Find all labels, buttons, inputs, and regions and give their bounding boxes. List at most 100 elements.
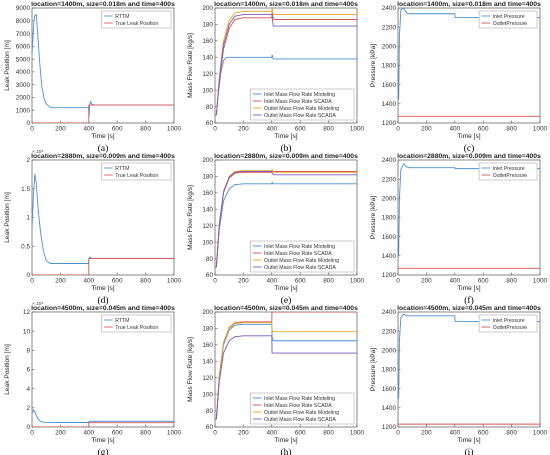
x-axis-label: Time [s] [457,437,480,444]
x-tick-label: 400 [266,430,277,437]
x-tick-label: 0 [396,278,400,285]
x-tick-label: 0 [213,278,217,285]
y-tick-label: 120 [202,375,213,382]
y-tick-label: 140 [202,54,213,61]
y-tick-label: 1400 [382,101,397,108]
y-tick-label: 180 [202,174,213,181]
y-tick-label: 140 [202,206,213,213]
legend-entry: Outlet Mass Flow Rate Modeling [264,106,339,112]
x-tick-label: 0 [30,278,34,285]
chart-panel: location=4500m, size=0.045m and time=400… [370,305,548,455]
y-tick-label: 1400 [382,405,397,412]
x-tick-label: 200 [55,126,66,133]
y-tick-label: 1800 [382,367,397,374]
x-tick-label: 0 [30,126,34,133]
x-tick-label: 1000 [167,126,182,133]
y-tick-label: 2 [26,405,30,412]
y-tick-label: 1000 [16,107,31,114]
y-tick-label: 60 [206,424,214,431]
y-tick-label: 1200 [382,272,397,279]
y-tick-label: 80 [206,104,214,111]
y-tick-label: 5000 [16,56,31,63]
y-axis-exponent: × 10⁴ [32,301,44,307]
x-tick-label: 1000 [533,430,548,437]
x-axis-label: Time [s] [91,133,114,140]
y-tick-label: 2400 [382,157,397,164]
series-line [215,14,357,116]
legend-entry: Outlet Mass Flow Rate Modeling [264,410,339,416]
y-tick-label: 7000 [16,31,31,38]
x-tick-label: 200 [55,278,66,285]
x-axis-label: Time [s] [91,437,114,444]
chart-panel: location=2880m, size=0.009m and time=400… [370,153,548,306]
chart-panel: location=1400m, size=0.018m and time=400… [370,1,548,154]
y-axis-label: Leak Position [m] [4,40,11,91]
series-line [398,8,540,100]
x-tick-label: 600 [112,126,123,133]
legend-entry: Inlet Pressure [493,318,525,324]
legend-entry: Inlet Pressure [493,166,525,172]
legend-entry: Inlet Mass Flow Rate Modeling [264,396,335,402]
y-tick-label: 1 [26,215,30,222]
panel-label: (f) [464,295,474,306]
chart-panel: location=1400m, size=0.018m and time=400… [4,1,182,154]
x-tick-label: 0 [213,430,217,437]
chart-panel: location=4500m, size=0.045m and time=400… [187,305,365,455]
x-tick-label: 0 [30,430,34,437]
chart-panel: location=4500m, size=0.045m and time=400… [4,301,182,455]
x-tick-label: 200 [421,430,432,437]
chart-panel: location=2880m, size=0.009m and time=400… [4,149,182,306]
legend-entry: RTTM [115,318,129,324]
chart-title: location=1400m, size=0.018m and time=400… [214,1,358,8]
panel-label: (d) [97,295,108,306]
y-tick-label: 0 [26,424,30,431]
chart-title: location=2880m, size=0.009m and time=400… [214,153,358,160]
x-axis-label: Time [s] [457,285,480,292]
y-axis-label: Mass Flow Rate [kg/s] [187,185,194,250]
x-tick-label: 1000 [533,278,548,285]
y-tick-label: 2000 [382,44,397,51]
y-tick-label: 100 [202,391,213,398]
legend-entry: Inlet Pressure [493,14,525,20]
x-tick-label: 800 [140,126,151,133]
x-tick-label: 400 [83,430,94,437]
x-tick-label: 200 [421,278,432,285]
legend-entry: OutletPressure [493,173,528,179]
x-tick-label: 400 [83,278,94,285]
legend-entry: Inlet Mass Flow Rate SCADA [264,403,332,409]
y-tick-label: 1600 [382,82,397,89]
y-tick-label: 4 [26,386,30,393]
y-tick-label: 200 [202,5,213,12]
y-tick-label: 1200 [382,120,397,127]
chart-panel: location=1400m, size=0.018m and time=400… [187,1,365,154]
y-axis-label: Leak Position [m] [4,192,11,243]
series-line [215,335,357,420]
legend-entry: Outlet Mass Flow Rate SCADA [264,113,336,119]
x-axis-label: Time [s] [91,285,114,292]
y-tick-label: 10 [23,328,31,335]
x-tick-label: 800 [323,278,334,285]
series-line [32,104,174,123]
legend-entry: RTTM [115,14,129,20]
y-tick-label: 1800 [382,215,397,222]
series-line [215,171,357,268]
x-tick-label: 1000 [350,278,365,285]
y-tick-label: 120 [202,71,213,78]
x-tick-label: 400 [266,126,277,133]
y-tick-label: 0 [26,120,30,127]
y-tick-label: 0 [26,272,30,279]
x-tick-label: 600 [478,126,489,133]
legend-entry: Outlet Mass Flow Rate SCADA [264,417,336,423]
x-tick-label: 600 [112,430,123,437]
x-tick-label: 600 [295,126,306,133]
series-line [398,163,540,257]
y-axis-label: Pressure [kPa] [370,196,377,239]
x-tick-label: 1000 [533,126,548,133]
y-axis-label: Pressure [kPa] [370,44,377,87]
x-axis-label: Time [s] [274,133,297,140]
x-tick-label: 800 [140,430,151,437]
legend-entry: OutletPressure [493,21,528,27]
